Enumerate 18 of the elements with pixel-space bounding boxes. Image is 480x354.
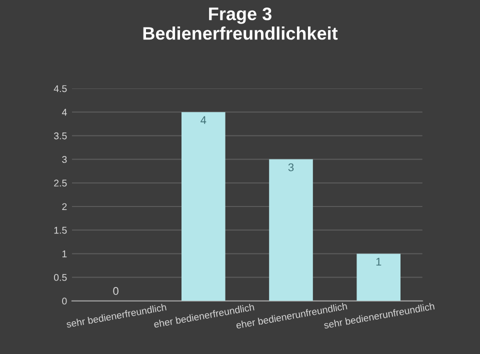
chart-title: Frage 3 Bedienerfreundlichkeit	[143, 7, 338, 40]
y-tick-label: 0	[62, 298, 67, 305]
y-tick-label: 4.5	[54, 85, 67, 92]
y-tick-label: 1.5	[54, 226, 67, 234]
bar	[269, 159, 313, 301]
data-label: 0	[113, 287, 118, 295]
data-label: 3	[288, 163, 294, 172]
data-label: 1	[376, 258, 382, 266]
y-tick-label: 1	[62, 250, 67, 258]
y-tick-label: 3	[62, 156, 67, 163]
data-label: 4	[200, 116, 206, 124]
y-tick-label: 2	[62, 203, 67, 210]
y-tick-label: 0.5	[54, 274, 67, 281]
y-tick-label: 4	[62, 108, 67, 116]
bar	[182, 112, 226, 301]
bar	[356, 254, 400, 301]
y-tick-label: 3.5	[54, 132, 67, 140]
y-tick-label: 2.5	[54, 180, 67, 187]
